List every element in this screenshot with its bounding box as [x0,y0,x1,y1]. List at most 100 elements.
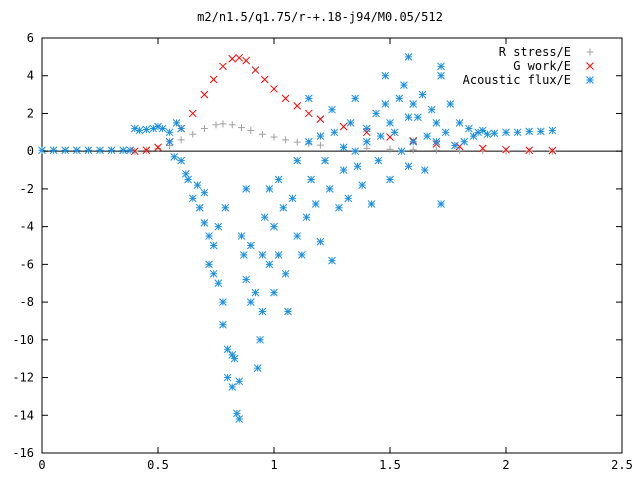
x-tick-label: 0 [38,458,45,472]
data-point [400,81,408,90]
data-point [247,126,255,134]
star-b [325,185,334,193]
star-b [253,364,262,372]
data-point [390,128,399,137]
cross-b [293,102,302,110]
data-point [135,126,144,135]
data-point [61,146,70,155]
data-point [423,132,431,140]
star-b [177,156,186,165]
data-point [177,156,186,165]
data-point [297,251,306,259]
star-b [460,137,469,146]
data-point [386,119,394,127]
data-point [184,175,193,184]
data-point [219,298,227,306]
star-b [242,275,251,284]
star-b [184,175,193,184]
data-point [158,124,167,133]
star-b [256,335,264,344]
star-b [293,156,302,165]
star-b [420,166,429,174]
data-point [237,232,246,240]
star-b [548,126,557,135]
cross-b [200,90,209,99]
cross-b [304,109,313,118]
data-point [404,113,413,122]
star-b [437,71,445,80]
star-b [237,232,246,240]
data-point [258,130,266,138]
data-point [200,125,208,133]
data-point [142,146,151,155]
data-point [353,162,362,171]
data-point [490,129,499,138]
data-point [235,415,244,423]
star-b [181,169,190,178]
star-b [265,260,274,269]
data-point [96,146,104,155]
star-b [465,124,473,133]
cross-b [130,147,139,156]
star-b [446,100,455,108]
data-point [195,203,204,212]
data-point [228,54,237,63]
data-point [228,383,237,391]
data-point [483,130,492,139]
x-tick-label: 1.5 [379,458,401,472]
star-b [228,383,237,391]
y-tick-label: 4 [27,69,34,83]
data-point [386,145,394,153]
star-b [455,119,464,127]
data-point [437,200,445,208]
legend-marker [586,62,594,70]
data-point [200,90,209,99]
star-b [437,62,445,71]
data-point [293,156,302,165]
y-tick-label: -6 [20,257,34,271]
star-b [284,307,292,316]
data-point [367,200,376,208]
cross-b [154,143,162,152]
star-b [288,194,297,203]
data-point [288,194,297,203]
data-point [221,203,230,212]
star-b [188,194,197,203]
data-point [265,260,274,269]
data-point [451,141,459,150]
star-b [177,124,186,133]
data-point [465,124,473,133]
star-b [219,320,227,329]
star-b [228,351,237,359]
cross-b [586,62,594,70]
star-b [386,119,394,127]
data-point [446,100,455,108]
data-point [525,147,533,155]
star-b [330,128,339,137]
cross-b [219,62,227,71]
data-point [397,147,406,156]
data-point [330,128,339,137]
data-point [238,124,246,132]
star-b [362,124,371,133]
data-point [228,121,236,129]
star-b [242,185,251,193]
data-point [413,113,422,122]
star-b [223,373,232,382]
star-b [328,105,336,114]
cross-b [362,128,371,137]
star-b [536,127,545,136]
star-b [423,132,431,140]
star-b [96,146,104,155]
data-point [209,241,218,250]
data-point [270,222,278,231]
data-point [316,132,325,140]
data-point [284,307,292,316]
data-point [302,213,311,222]
data-point [209,269,218,278]
star-b [316,132,325,140]
star-b [214,279,223,288]
legend-marker [586,76,594,84]
data-point [293,232,302,240]
star-b [451,141,459,150]
